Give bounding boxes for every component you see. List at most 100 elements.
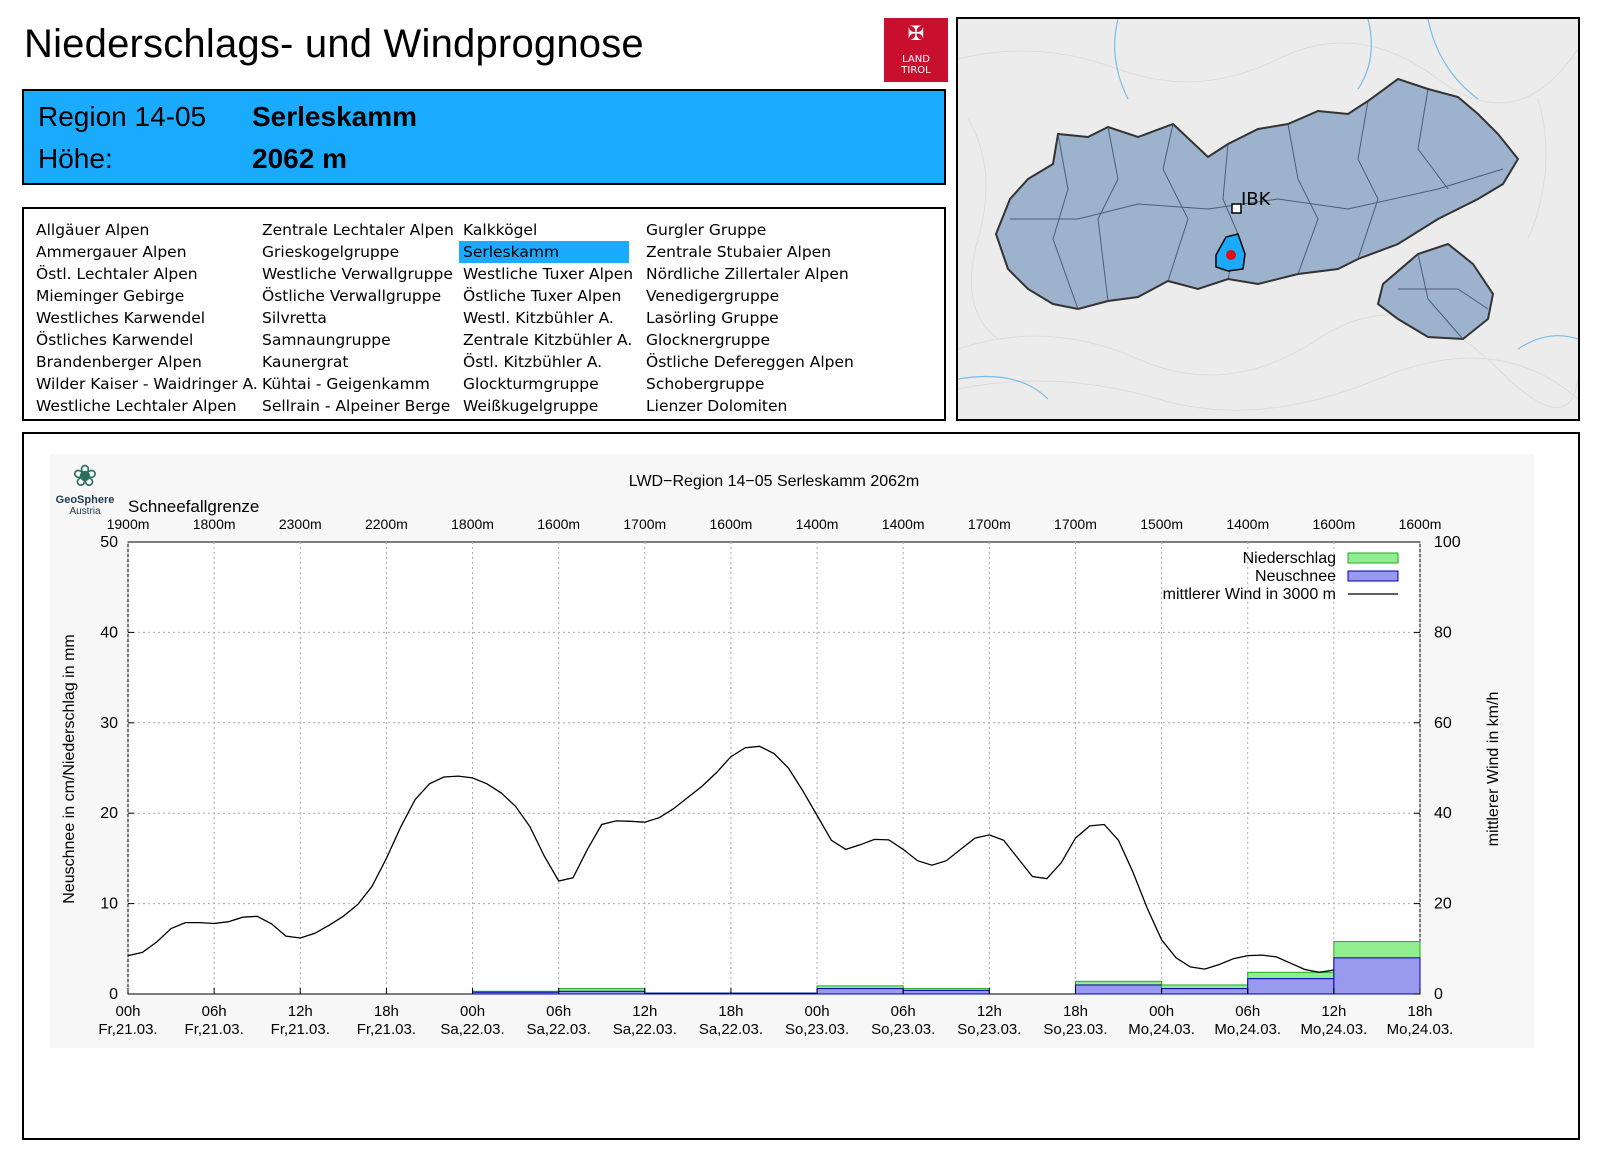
- x-tick-hour: 12h: [632, 1003, 657, 1020]
- x-tick-date: So,23.03.: [1043, 1021, 1107, 1038]
- region-list-item[interactable]: Zentrale Stubaier Alpen: [646, 243, 832, 261]
- region-list-item[interactable]: Kühtai - Geigenkamm: [262, 375, 430, 393]
- snowline-label: 1600m: [1312, 516, 1355, 532]
- region-list-column-4: Gurgler Gruppe Zentrale Stubaier Alpen Nör…: [642, 219, 882, 417]
- snowline-label: 1600m: [1399, 516, 1442, 532]
- region-list: Allgäuer Alpen Ammergauer Alpen Östl. Lech…: [22, 207, 946, 421]
- x-tick-date: Fr,21.03.: [98, 1021, 157, 1038]
- region-list-item[interactable]: Zentrale Lechtaler Alpen: [262, 221, 454, 239]
- x-tick-date: Mo,24.03.: [1128, 1021, 1195, 1038]
- region-list-item[interactable]: Sellrain - Alpeiner Berge: [262, 397, 451, 415]
- region-name: Serleskamm: [252, 101, 418, 132]
- page-title: Niederschlags- und Windprognose: [24, 22, 644, 66]
- snowline-label: 1400m: [882, 516, 925, 532]
- y-tick-label-right: 60: [1434, 715, 1452, 732]
- region-list-item[interactable]: Westliche Verwallgruppe: [262, 265, 453, 283]
- x-tick-hour: 00h: [1149, 1003, 1174, 1020]
- region-list-item[interactable]: Glocknergruppe: [646, 331, 771, 349]
- snow-bar: [1247, 978, 1335, 995]
- region-list-column-2: Zentrale Lechtaler Alpen Grieskogelgruppe…: [258, 219, 458, 417]
- region-list-item[interactable]: Ammergauer Alpen: [36, 243, 187, 261]
- region-list-item[interactable]: Östl. Kitzbühler A.: [463, 353, 603, 371]
- snowline-label: 1700m: [1054, 516, 1097, 532]
- wind-line-group: [127, 745, 1335, 973]
- region-list-item[interactable]: Allgäuer Alpen: [36, 221, 150, 239]
- y-tick-label-left: 40: [100, 624, 118, 641]
- snow-bar: [816, 988, 904, 995]
- region-list-item[interactable]: Schobergruppe: [646, 375, 765, 393]
- x-tick-date: Mo,24.03.: [1301, 1021, 1368, 1038]
- y-tick-label-right: 100: [1434, 534, 1461, 551]
- region-list-item[interactable]: Weißkugelgruppe: [463, 397, 599, 415]
- region-list-item[interactable]: Östliche Verwallgruppe: [262, 287, 442, 305]
- x-tick-hour: 06h: [1235, 1003, 1260, 1020]
- region-list-item[interactable]: Mieminger Gebirge: [36, 287, 185, 305]
- y-tick-label-right: 0: [1434, 986, 1443, 1003]
- region-list-item[interactable]: Wilder Kaiser - Waidringer A.: [36, 375, 258, 393]
- land-tirol-logo: ✠ LAND TIROL: [884, 18, 948, 82]
- x-tick-date: Sa,22.03.: [699, 1021, 763, 1038]
- snow-bar: [1074, 984, 1163, 995]
- region-location-marker: [1226, 250, 1236, 260]
- x-tick-date: Sa,22.03.: [527, 1021, 591, 1038]
- region-list-item[interactable]: Kalkkögel: [463, 221, 538, 239]
- y-tick-label-left: 0: [109, 986, 118, 1003]
- height-value: 2062 m: [252, 143, 347, 174]
- innsbruck-marker: [1231, 203, 1242, 214]
- wind-line: [127, 745, 1335, 973]
- x-tick-date: Mo,24.03.: [1387, 1021, 1454, 1038]
- x-tick-date: So,23.03.: [785, 1021, 849, 1038]
- region-list-item[interactable]: Östliche Tuxer Alpen: [463, 287, 622, 305]
- legend-label: Niederschlag: [1243, 550, 1336, 567]
- region-list-item[interactable]: Gurgler Gruppe: [646, 221, 767, 239]
- region-list-item[interactable]: Östliche Defereggen Alpen: [646, 353, 854, 371]
- region-list-item[interactable]: Serleskamm: [459, 241, 629, 263]
- region-list-item[interactable]: Lasörling Gruppe: [646, 309, 779, 327]
- x-tick-date: So,23.03.: [957, 1021, 1021, 1038]
- region-list-item[interactable]: Samnaungruppe: [262, 331, 391, 349]
- region-list-item[interactable]: Östl. Lechtaler Alpen: [36, 265, 198, 283]
- region-list-item[interactable]: Westliche Tuxer Alpen: [463, 265, 634, 283]
- x-tick-date: Sa,22.03.: [613, 1021, 677, 1038]
- region-list-item[interactable]: Östliches Karwendel: [36, 331, 194, 349]
- region-list-item[interactable]: Nördliche Zillertaler Alpen: [646, 265, 849, 283]
- x-tick-date: Mo,24.03.: [1214, 1021, 1281, 1038]
- y-tick-label-left: 20: [100, 805, 118, 822]
- provider-country: Austria: [69, 506, 101, 517]
- region-list-item[interactable]: Zentrale Kitzbühler A.: [463, 331, 633, 349]
- height-label: Höhe:: [38, 143, 113, 174]
- x-tick-date: Fr,21.03.: [185, 1021, 244, 1038]
- geosphere-logo: ❀ GeoSphere Austria: [50, 460, 120, 517]
- snowline-label: 2300m: [279, 516, 322, 532]
- tyrol-east-outline: [1376, 242, 1495, 341]
- region-list-item[interactable]: Venedigergruppe: [646, 287, 780, 305]
- region-list-item[interactable]: Westliche Lechtaler Alpen: [36, 397, 237, 415]
- region-map[interactable]: IBK: [956, 17, 1580, 421]
- innsbruck-label: IBK: [1241, 189, 1272, 210]
- x-tick-hour: 18h: [374, 1003, 399, 1020]
- tyrol-north-outline: [994, 77, 1520, 311]
- y-tick-label-left: 50: [100, 534, 118, 551]
- right-axis-label: mittlerer Wind in km/h: [1485, 692, 1502, 847]
- snowline-label: 1500m: [1140, 516, 1183, 532]
- logo-text-line1: LAND: [902, 54, 930, 65]
- snowline-title: Schneefallgrenze: [128, 497, 259, 516]
- region-list-item[interactable]: Lienzer Dolomiten: [646, 397, 788, 415]
- region-list-item[interactable]: Westl. Kitzbühler A.: [463, 309, 614, 327]
- eagle-icon: ✠: [907, 23, 925, 45]
- region-list-item[interactable]: Glockturmgruppe: [463, 375, 599, 393]
- region-list-item[interactable]: Kaunergrat: [262, 353, 349, 371]
- region-list-item[interactable]: Grieskogelgruppe: [262, 243, 400, 261]
- y-tick-label-left: 10: [100, 896, 118, 913]
- x-tick-date: Sa,22.03.: [440, 1021, 504, 1038]
- snowline-label: 1900m: [107, 516, 150, 532]
- x-tick-hour: 12h: [1321, 1003, 1346, 1020]
- tyrol-map-svg: IBK: [958, 19, 1578, 419]
- region-list-item[interactable]: Westliches Karwendel: [36, 309, 206, 327]
- region-list-item[interactable]: Silvretta: [262, 309, 327, 327]
- region-list-item[interactable]: Brandenberger Alpen: [36, 353, 202, 371]
- x-tick-hour: 18h: [1407, 1003, 1432, 1020]
- region-list-column-3: Kalkkögel Serleskamm Westliche Tuxer Alpen…: [459, 219, 634, 417]
- x-tick-hour: 18h: [1063, 1003, 1088, 1020]
- snowline-label: 1800m: [451, 516, 494, 532]
